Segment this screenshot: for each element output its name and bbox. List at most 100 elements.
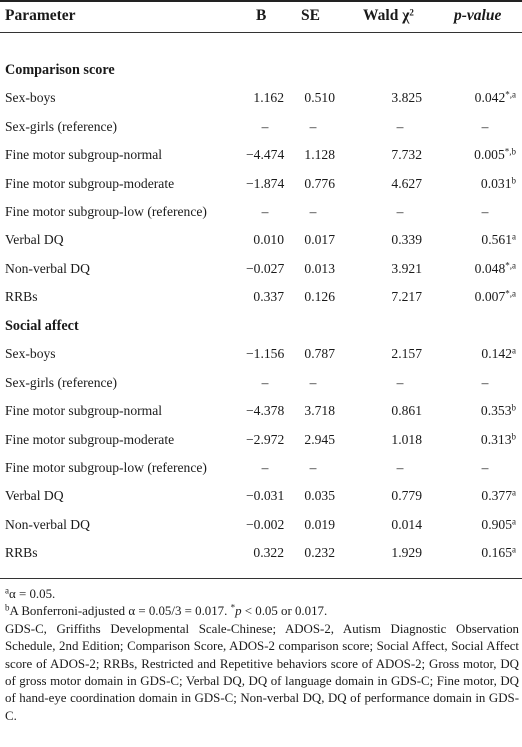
cell-wald: –: [396, 204, 404, 219]
header-se: SE: [301, 7, 320, 24]
cell-pvalue: –: [481, 118, 489, 134]
cell-wald: 0.861: [391, 403, 422, 419]
table-row: Sex-girls (reference) – – – –: [0, 371, 522, 395]
header-wald: Wald χ2: [363, 7, 414, 24]
cell-b: 0.010: [253, 232, 284, 248]
cell-wald: 3.825: [391, 90, 422, 106]
cell-pvalue: 0.005*,b: [474, 146, 516, 163]
cell-wald: 7.732: [391, 147, 422, 163]
cell-b: −1.874: [246, 175, 285, 191]
note-a: aα = 0.05.: [5, 585, 56, 601]
cell-se: –: [309, 374, 317, 390]
cell-pvalue: 0.048*,a: [474, 260, 516, 276]
cell-b: –: [261, 204, 269, 219]
cell-se: 0.017: [304, 232, 335, 248]
cell-wald: 0.014: [391, 516, 422, 532]
cell-pvalue: 0.313b: [480, 431, 517, 447]
table-row: Sex-girls (reference) – – – –: [0, 115, 522, 139]
cell-parameter: Fine motor subgroup-moderate: [5, 175, 175, 191]
cell-wald: 3.921: [391, 260, 422, 276]
table-row: RRBs 0.322 0.232 1.929 0.165a: [0, 541, 522, 565]
table-row: RRBs 0.337 0.126 7.217 0.007*,a: [0, 285, 522, 309]
significance-marker: *,a: [505, 89, 516, 100]
cell-b: –: [261, 118, 269, 134]
cell-se: 0.035: [304, 488, 335, 504]
table-row: Fine motor subgroup-moderate −2.972 2.945 1…: [0, 428, 522, 452]
table-row: Verbal DQ −0.031 0.035 0.779 0.377a: [0, 484, 522, 508]
cell-pvalue: 0.007*,a: [474, 288, 516, 305]
table-row: Non-verbal DQ −0.002 0.019 0.014 0.905a: [0, 513, 522, 537]
cell-parameter: Sex-girls (reference): [5, 118, 118, 134]
cell-parameter: Fine motor subgroup-low (reference): [5, 204, 207, 219]
cell-parameter: Verbal DQ: [5, 232, 64, 248]
table-row: Fine motor subgroup-low (reference) – – – –: [0, 456, 522, 480]
significance-marker: b: [511, 402, 517, 413]
cell-b: −4.378: [246, 403, 285, 419]
cell-b: −1.156: [246, 346, 285, 362]
table-row: Fine motor subgroup-moderate −1.874 0.776 4…: [0, 172, 522, 196]
section-title: Comparison score: [0, 58, 522, 82]
cell-parameter: Verbal DQ: [5, 488, 64, 504]
cell-b: 1.162: [253, 90, 284, 106]
cell-pvalue: 0.042*,a: [474, 89, 516, 106]
cell-wald: 1.018: [391, 431, 422, 447]
cell-wald: –: [396, 374, 404, 390]
section-title-text: Comparison score: [5, 62, 115, 78]
cell-se: 3.718: [304, 403, 335, 419]
cell-pvalue: 0.142a: [481, 345, 516, 362]
cell-pvalue: 0.561a: [481, 231, 516, 248]
cell-wald: –: [396, 118, 404, 134]
significance-marker: *,a: [505, 288, 516, 299]
cell-se: 1.128: [304, 147, 335, 163]
cell-b: 0.322: [253, 545, 284, 561]
table-row: Fine motor subgroup-normal −4.474 1.128 7.7…: [0, 143, 522, 167]
cell-wald: 1.929: [391, 545, 422, 561]
cell-pvalue: –: [481, 204, 489, 219]
cell-parameter: Sex-boys: [5, 346, 56, 362]
cell-parameter: Non-verbal DQ: [5, 516, 90, 532]
significance-marker: a: [512, 345, 516, 356]
table-row: Sex-boys −1.156 0.787 2.157 0.142a: [0, 342, 522, 366]
cell-parameter: Fine motor subgroup-moderate: [5, 431, 175, 447]
cell-se: 0.013: [304, 260, 335, 276]
significance-marker: *,b: [504, 146, 516, 157]
table-row: Verbal DQ 0.010 0.017 0.339 0.561a: [0, 228, 522, 252]
cell-parameter: Fine motor subgroup-low (reference): [5, 460, 207, 475]
significance-marker: a: [512, 544, 516, 555]
cell-wald: 4.627: [391, 175, 422, 191]
significance-marker: b: [511, 175, 517, 186]
abbreviation-legend: GDS-C, Griffiths Developmental Scale-Chi…: [5, 621, 519, 723]
cell-se: 0.232: [304, 545, 335, 561]
cell-se: –: [309, 118, 317, 134]
cell-b: −0.031: [246, 488, 285, 504]
cell-wald: –: [396, 460, 404, 475]
cell-b: −2.972: [246, 431, 285, 447]
cell-b: –: [261, 460, 269, 475]
cell-parameter: Sex-boys: [5, 90, 56, 106]
cell-wald: 0.339: [391, 232, 422, 248]
cell-pvalue: 0.031b: [480, 175, 517, 191]
cell-se: 0.510: [304, 90, 335, 106]
cell-b: −0.027: [246, 260, 285, 276]
table-bottom-rule: [0, 578, 522, 579]
cell-b: −0.002: [246, 516, 285, 532]
header-pvalue: p-value: [454, 7, 502, 24]
cell-b: 0.337: [253, 289, 284, 305]
header-rule: [0, 32, 522, 33]
cell-parameter: Non-verbal DQ: [5, 260, 90, 276]
cell-parameter: Fine motor subgroup-normal: [5, 147, 163, 163]
significance-marker: b: [511, 431, 517, 442]
cell-se: 0.019: [304, 516, 335, 532]
note-b: bA Bonferroni-adjusted α = 0.05/3 = 0.01…: [5, 602, 328, 619]
cell-se: –: [309, 204, 317, 219]
cell-pvalue: 0.905a: [481, 516, 516, 532]
section-title-text: Social affect: [5, 318, 79, 334]
cell-parameter: Sex-girls (reference): [5, 374, 118, 390]
significance-marker: a: [512, 231, 516, 242]
cell-pvalue: –: [481, 460, 489, 475]
significance-marker: a: [512, 487, 516, 498]
cell-b: −4.474: [246, 147, 285, 163]
table-row: Fine motor subgroup-normal −4.378 3.718 0.8…: [0, 399, 522, 423]
section-title: Social affect: [0, 314, 522, 338]
cell-parameter: RRBs: [5, 545, 38, 561]
